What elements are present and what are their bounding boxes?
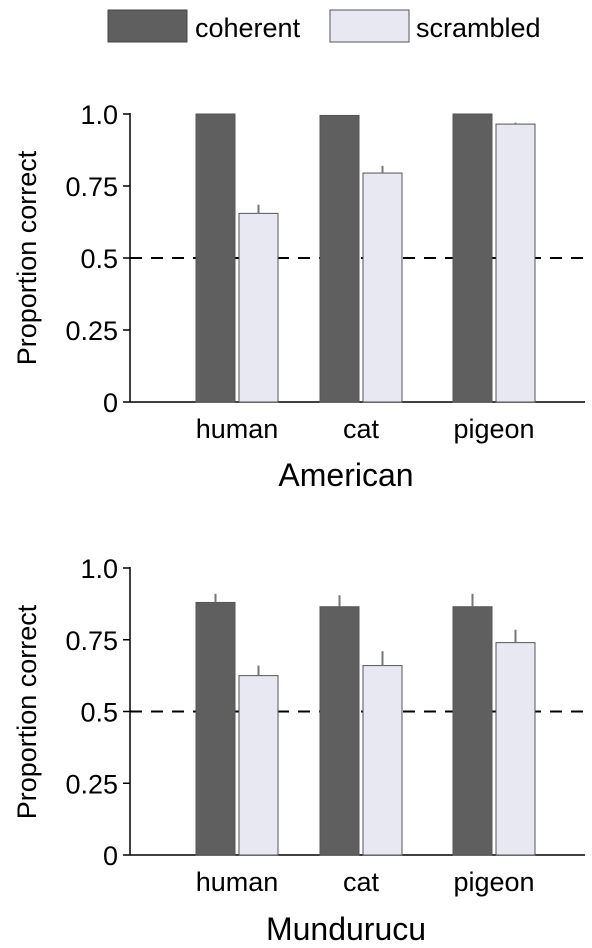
x-tick-label-cat: cat xyxy=(343,414,380,444)
legend: coherent scrambled xyxy=(107,9,541,43)
chart-panel-american: Proportion correct 0 0.25 0.5 0.75 1.0 human… xyxy=(12,100,585,493)
y-axis: 0 0.25 0.5 0.75 1.0 xyxy=(65,554,131,871)
bar-coherent-cat xyxy=(319,114,360,403)
bar-scrambled-human xyxy=(238,675,279,856)
legend-label-scrambled: scrambled xyxy=(416,13,541,43)
legend-swatch-coherent xyxy=(107,9,188,43)
y-tick-label: 0.5 xyxy=(80,698,118,728)
y-tick-label: 1.0 xyxy=(80,554,118,584)
y-tick-label: 0.5 xyxy=(80,244,118,274)
bar-coherent-pigeon xyxy=(452,113,493,403)
y-tick-label: 0 xyxy=(103,388,118,418)
bar-scrambled-cat xyxy=(362,172,403,403)
bar-coherent-human xyxy=(195,601,236,856)
legend-swatch-scrambled xyxy=(329,9,410,43)
bar-scrambled-pigeon xyxy=(495,642,536,856)
bars xyxy=(195,113,536,403)
y-tick-label: 0.75 xyxy=(65,626,118,656)
chart-panel-mundurucu: Proportion correct 0 0.25 0.5 0.75 1.0 human… xyxy=(12,554,585,947)
legend-label-coherent: coherent xyxy=(195,13,301,43)
y-axis-label: Proportion correct xyxy=(12,150,42,365)
y-ticks: 0 0.25 0.5 0.75 1.0 xyxy=(65,100,130,418)
x-ticks: human cat pigeon xyxy=(196,867,535,897)
bar-scrambled-human xyxy=(238,212,279,403)
x-tick-label-pigeon: pigeon xyxy=(453,414,534,444)
x-axis-label: American xyxy=(278,457,413,493)
x-tick-label-human: human xyxy=(196,414,279,444)
y-axis: 0 0.25 0.5 0.75 1.0 xyxy=(65,100,131,418)
bar-coherent-pigeon xyxy=(452,606,493,856)
y-tick-label: 0.25 xyxy=(65,769,118,799)
y-tick-label: 0.75 xyxy=(65,172,118,202)
bar-coherent-cat xyxy=(319,606,360,856)
y-axis-label: Proportion correct xyxy=(12,604,42,819)
x-tick-label-cat: cat xyxy=(343,867,380,897)
y-tick-label: 0 xyxy=(103,841,118,871)
y-ticks: 0 0.25 0.5 0.75 1.0 xyxy=(65,554,130,871)
bar-scrambled-pigeon xyxy=(495,123,536,403)
bars xyxy=(195,593,536,856)
x-ticks: human cat pigeon xyxy=(196,414,535,444)
y-tick-label: 0.25 xyxy=(65,316,118,346)
y-tick-label: 1.0 xyxy=(80,100,118,130)
x-tick-label-pigeon: pigeon xyxy=(453,867,534,897)
bar-coherent-human xyxy=(195,113,236,403)
x-tick-label-human: human xyxy=(196,867,279,897)
bar-scrambled-cat xyxy=(362,665,403,856)
x-axis-label: Mundurucu xyxy=(266,911,426,947)
